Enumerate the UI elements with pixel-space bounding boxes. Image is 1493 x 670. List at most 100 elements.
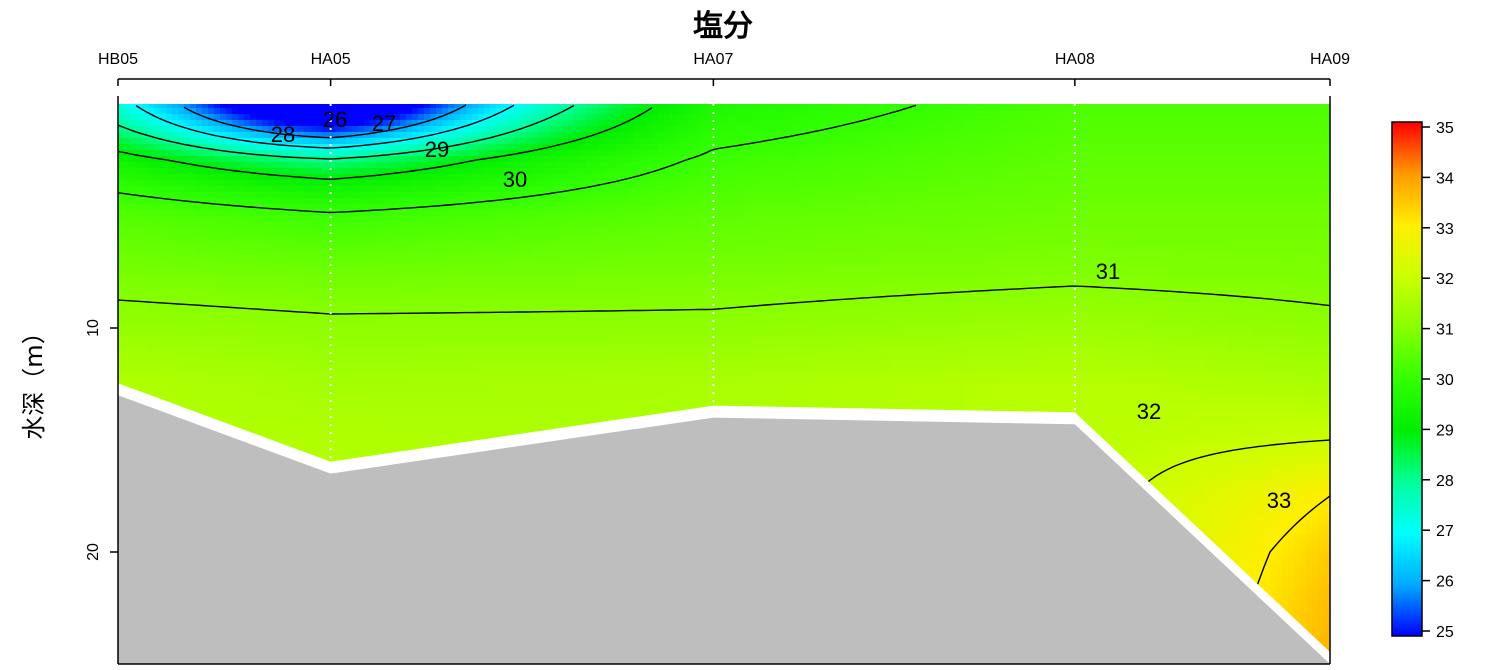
field-cell [634,204,641,211]
field-cell [370,186,377,193]
field-cell [760,192,767,199]
field-cell [712,132,719,139]
field-cell [490,228,497,235]
field-cell [1288,192,1295,199]
field-cell [562,108,569,115]
field-cell [928,144,935,151]
field-cell [310,192,317,199]
field-cell [220,108,227,115]
field-cell [652,204,659,211]
field-cell [346,180,353,187]
field-cell [664,162,671,169]
field-cell [232,150,239,157]
field-cell [580,174,587,181]
field-cell [742,180,749,187]
field-cell [1270,162,1277,169]
field-cell [520,144,527,151]
field-cell [778,120,785,127]
field-cell [652,102,659,109]
field-cell [292,186,299,193]
field-cell [1108,174,1115,181]
field-cell [460,186,467,193]
field-cell [298,168,305,175]
field-cell [1048,216,1055,223]
field-cell [1186,156,1193,163]
field-cell [1276,126,1283,133]
field-cell [916,192,923,199]
field-cell [1066,144,1073,151]
field-cell [328,162,335,169]
field-cell [826,120,833,127]
field-cell [1276,210,1283,217]
field-cell [124,204,131,211]
field-cell [958,210,965,217]
field-cell [388,240,395,247]
field-cell [676,114,683,121]
field-cell [454,126,461,133]
field-cell [928,150,935,157]
field-cell [358,126,365,133]
field-cell [964,132,971,139]
field-cell [766,144,773,151]
field-cell [556,210,563,217]
field-cell [1282,180,1289,187]
field-cell [1024,132,1031,139]
field-cell [994,216,1001,223]
field-cell [784,156,791,163]
field-cell [898,162,905,169]
field-cell [592,102,599,109]
field-cell [628,150,635,157]
field-cell [628,156,635,163]
field-cell [412,162,419,169]
field-cell [220,234,227,241]
field-cell [562,150,569,157]
field-cell [370,132,377,139]
field-cell [646,222,653,229]
field-cell [364,174,371,181]
field-cell [598,234,605,241]
field-cell [364,144,371,151]
field-cell [910,204,917,211]
field-cell [1216,168,1223,175]
field-cell [1144,222,1151,229]
field-cell [652,210,659,217]
field-cell [166,120,173,127]
field-cell [886,132,893,139]
field-cell [346,114,353,121]
field-cell [220,198,227,205]
field-cell [742,132,749,139]
field-cell [1324,192,1330,199]
field-cell [688,198,695,205]
field-cell [1060,204,1067,211]
field-cell [778,174,785,181]
field-cell [310,126,317,133]
field-cell [268,156,275,163]
field-cell [490,120,497,127]
field-cell [1300,102,1307,109]
field-cell [484,240,491,247]
field-cell [358,186,365,193]
field-cell [868,228,875,235]
field-cell [1144,150,1151,157]
field-cell [262,138,269,145]
field-cell [532,156,539,163]
field-cell [1030,102,1037,109]
field-cell [1054,210,1061,217]
field-cell [598,108,605,115]
field-cell [724,240,731,247]
field-cell [1048,186,1055,193]
field-cell [1210,198,1217,205]
field-cell [688,156,695,163]
field-cell [1168,234,1175,241]
field-cell [862,102,869,109]
field-cell [964,204,971,211]
field-cell [574,168,581,175]
field-cell [406,138,413,145]
field-cell [1102,174,1109,181]
field-cell [1150,156,1157,163]
field-cell [880,150,887,157]
field-cell [1264,138,1271,145]
field-cell [1252,162,1259,169]
field-cell [538,126,545,133]
field-cell [1018,228,1025,235]
